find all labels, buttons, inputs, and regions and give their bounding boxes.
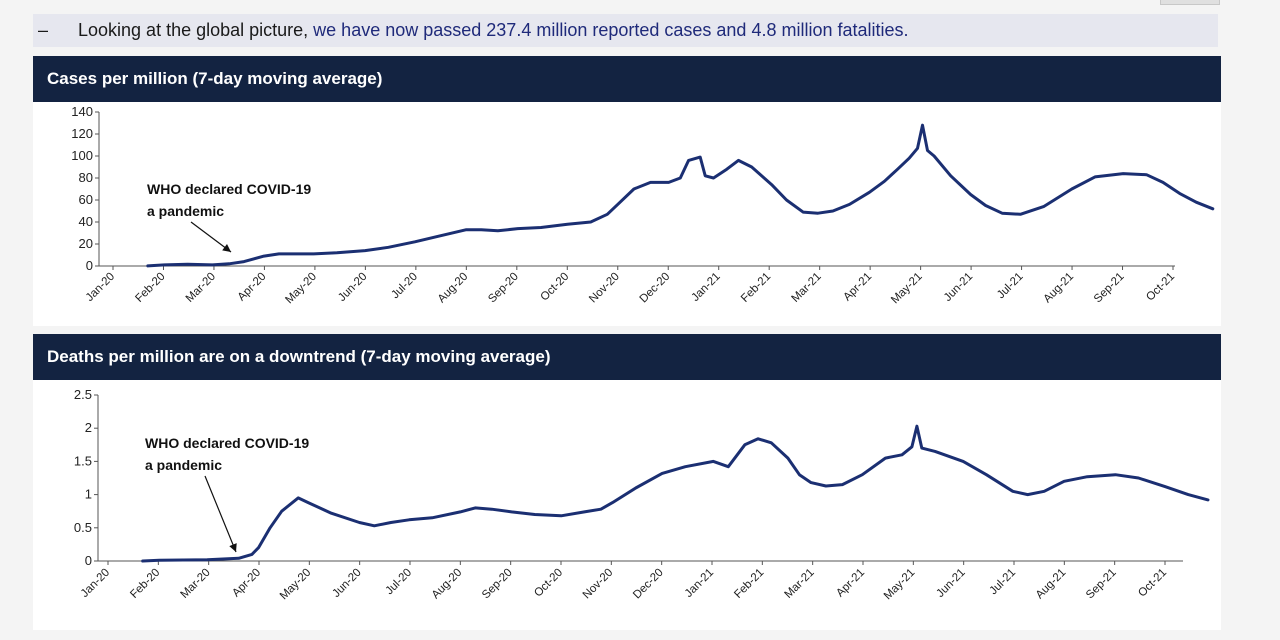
y-tick-label: 60: [79, 192, 93, 207]
x-tick-label: Sep-21: [1092, 271, 1127, 306]
x-tick-label: Sep-20: [480, 567, 515, 602]
y-tick-label: 20: [79, 236, 93, 251]
bullet-dash: –: [38, 20, 49, 40]
x-tick-label: Apr-21: [834, 567, 867, 600]
x-tick-label: May-20: [278, 567, 314, 603]
x-tick-label: Oct-20: [539, 271, 572, 304]
annotation-line1: WHO declared COVID-19: [145, 435, 309, 451]
y-tick-label: 0: [86, 258, 93, 273]
series-line: [141, 424, 1210, 563]
x-tick-label: Nov-20: [587, 271, 622, 306]
deaths-chart-panel: 0 0.5 1 1.5 2 2.5 Jan-20 Feb-20 Mar-20 Apr-20 May-…: [33, 380, 1221, 630]
x-tick-label: Jan-20: [79, 567, 112, 600]
annotation-arrow: [190, 221, 232, 253]
cases-chart: 0 20 40 60 80 100 120 140 Jan-20 Feb-20 Mar-20 Apr-…: [71, 104, 1215, 307]
x-tick-label: May-21: [889, 271, 925, 307]
y-tick-label: 1.5: [74, 453, 92, 468]
y-tick-label: 120: [71, 126, 93, 141]
x-tick-label: Aug-21: [1034, 567, 1069, 602]
y-tick-label: 2: [85, 420, 92, 435]
deaths-chart-title: Deaths per million are on a downtrend (7…: [47, 347, 551, 366]
x-tick-label: Apr-21: [841, 271, 874, 304]
y-tick-label: 2.5: [74, 387, 92, 402]
top-edge-tab: [1160, 0, 1220, 5]
x-tick-label: Mar-21: [783, 567, 817, 601]
annotation-arrowhead: [222, 244, 231, 252]
x-tick-label: Nov-20: [581, 567, 616, 602]
x-tick-label: Jun-21: [942, 271, 975, 304]
x-tick-label: Apr-20: [236, 271, 269, 304]
x-tick-label: Jan-21: [689, 271, 722, 304]
x-tick-label: Feb-20: [133, 271, 167, 305]
x-tick-label: Oct-21: [1144, 271, 1177, 304]
summary-plain: Looking at the global picture,: [78, 20, 314, 40]
x-tick-label: Jun-20: [330, 567, 363, 600]
x-tick-label: Jan-20: [84, 271, 117, 304]
annotation-arrow: [204, 475, 237, 553]
x-tick-label: Mar-20: [184, 271, 218, 305]
summary-bullet-text: Looking at the global picture, we have n…: [78, 20, 909, 41]
x-tick-label: Jan-21: [683, 567, 716, 600]
cases-chart-panel: 0 20 40 60 80 100 120 140 Jan-20 Feb-20 Mar-20 Apr-…: [33, 102, 1221, 326]
x-tick-label: May-21: [882, 567, 918, 603]
y-tick-label: 40: [79, 214, 93, 229]
x-tick-label: Jun-20: [336, 271, 369, 304]
x-tick-label: Mar-21: [790, 271, 824, 305]
x-tick-label: Dec-20: [638, 271, 673, 306]
series-line: [146, 123, 1215, 268]
summary-bullet-bar: [33, 14, 1218, 47]
x-tick-label: Oct-20: [532, 567, 565, 600]
x-tick-label: Feb-21: [739, 271, 773, 305]
annotation-line2: a pandemic: [145, 457, 222, 473]
x-tick-label: Apr-20: [230, 567, 263, 600]
x-tick-label: Feb-21: [732, 567, 766, 601]
cases-chart-title: Cases per million (7-day moving average): [47, 69, 383, 88]
x-tick-label: Aug-21: [1041, 271, 1076, 306]
x-tick-label: Oct-21: [1136, 567, 1169, 600]
y-tick-label: 100: [71, 148, 93, 163]
x-tick-label: Feb-20: [128, 567, 162, 601]
x-tick-label: Jul-20: [383, 567, 414, 598]
y-tick-label: 0: [85, 553, 92, 568]
cases-chart-header: Cases per million (7-day moving average): [33, 56, 1221, 102]
x-tick-label: Aug-20: [430, 567, 465, 602]
x-tick-label: Jun-21: [934, 567, 967, 600]
x-tick-label: Jul-20: [389, 271, 420, 302]
deaths-chart: 0 0.5 1 1.5 2 2.5 Jan-20 Feb-20 Mar-20 Apr-20 May-…: [74, 387, 1210, 603]
x-tick-label: Aug-20: [436, 271, 471, 306]
y-tick-label: 0.5: [74, 520, 92, 535]
annotation-arrowhead: [229, 543, 237, 552]
annotation-line2: a pandemic: [147, 203, 224, 219]
x-tick-label: Sep-21: [1084, 567, 1119, 602]
x-tick-label: Dec-20: [631, 567, 666, 602]
x-tick-label: Jul-21: [995, 271, 1026, 302]
x-tick-label: May-20: [283, 271, 319, 307]
annotation-line1: WHO declared COVID-19: [147, 181, 311, 197]
deaths-chart-header: Deaths per million are on a downtrend (7…: [33, 334, 1221, 380]
x-tick-label: Sep-20: [486, 271, 521, 306]
y-tick-label: 140: [71, 104, 93, 119]
y-tick-label: 1: [85, 487, 92, 502]
x-tick-label: Jul-21: [987, 567, 1018, 598]
summary-highlight: we have now passed 237.4 million reporte…: [313, 20, 909, 40]
y-tick-label: 80: [79, 170, 93, 185]
x-tick-label: Mar-20: [179, 567, 213, 601]
